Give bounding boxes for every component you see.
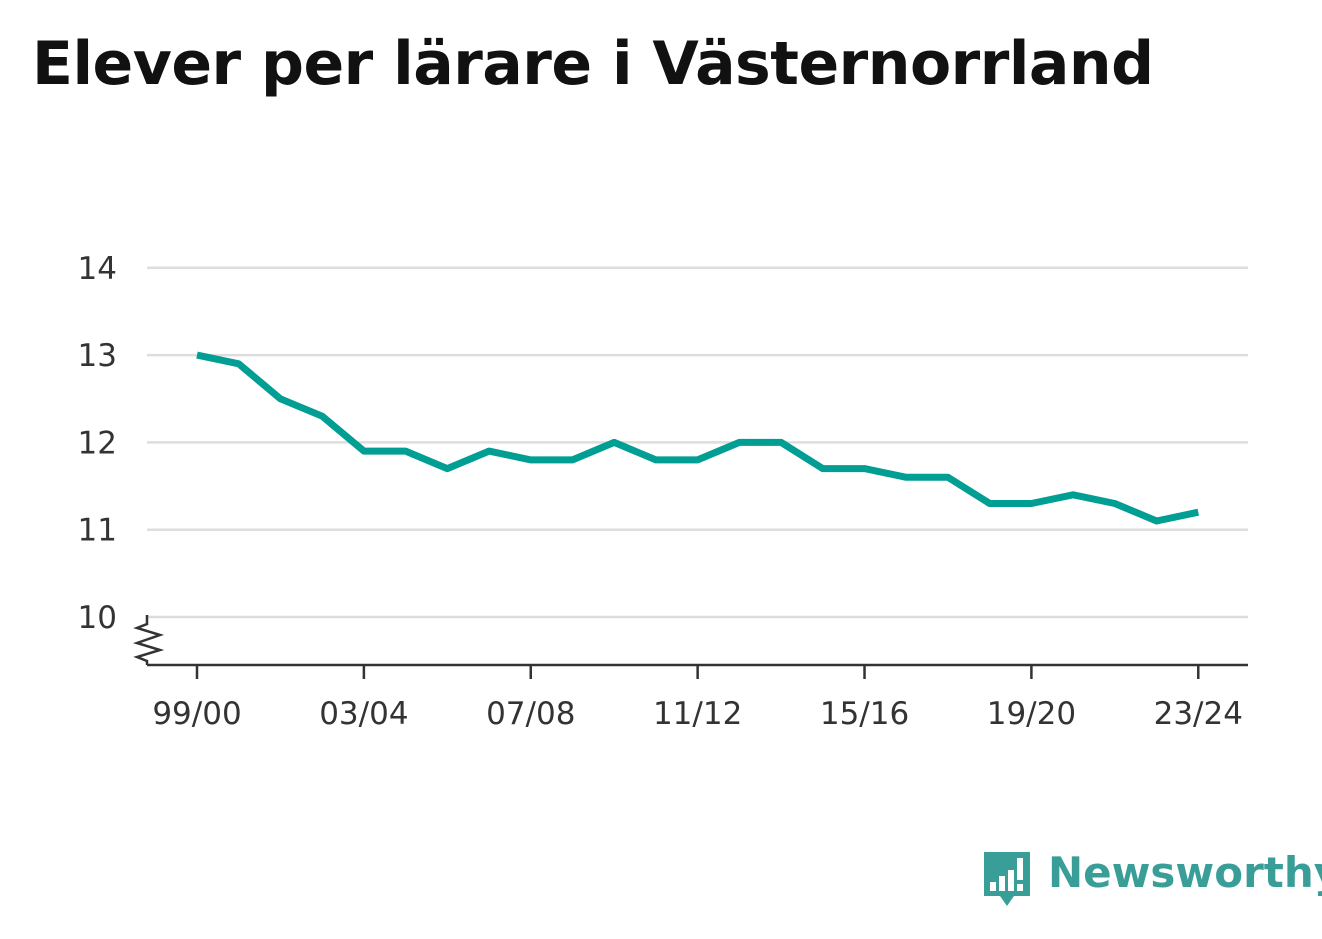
x-tick-label: 23/24	[1154, 696, 1243, 732]
x-axis-labels: 99/00 03/04 07/08 11/12 15/16 19/20 23/24	[152, 696, 1243, 732]
y-tick-label-12: 12	[78, 425, 117, 461]
brand-name: Newsworthy	[1048, 848, 1322, 897]
y-axis-labels: 10 11 12 13 14	[78, 251, 117, 636]
y-tick-label-14: 14	[78, 251, 117, 287]
y-tick-label-10: 10	[78, 600, 117, 636]
series-line-0	[196, 351, 1200, 525]
x-tick-label: 99/00	[152, 696, 241, 732]
y-axis-break-icon	[132, 615, 165, 665]
x-tick-label: 03/04	[319, 696, 408, 732]
x-tick-label: 15/16	[820, 696, 909, 732]
x-axis	[132, 615, 1248, 679]
x-tick-label: 07/08	[486, 696, 575, 732]
x-tick-label: 19/20	[987, 696, 1076, 732]
series-group	[196, 351, 1200, 525]
y-tick-label-11: 11	[78, 513, 117, 549]
chart-title: Elever per lärare i Västernorrland	[32, 29, 1154, 99]
y-tick-label-13: 13	[78, 338, 117, 374]
grid-lines	[147, 266, 1248, 619]
newsworthy-logo-icon	[984, 852, 1030, 906]
x-tick-label: 11/12	[653, 696, 742, 732]
